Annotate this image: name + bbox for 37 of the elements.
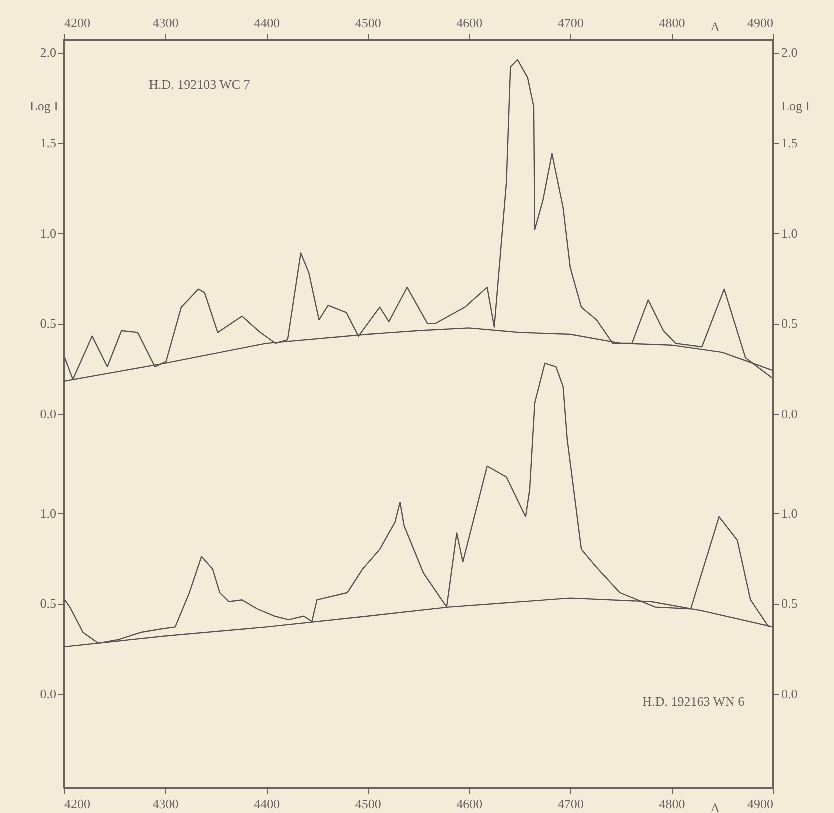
- y-tick-label: 1.0: [40, 226, 56, 241]
- annotation: H.D. 192163 WN 6: [642, 694, 746, 709]
- y-tick-label: 1.5: [40, 135, 56, 150]
- y2-tick-label: 2.0: [782, 45, 798, 60]
- text: 1.0: [782, 506, 798, 521]
- x-tick-label: 4300: [152, 796, 179, 812]
- x2-tick-label: 4500: [355, 16, 382, 30]
- line-series: [64, 59, 773, 380]
- x-tick-label: 4400: [254, 796, 280, 812]
- y2-tick-label: 1.5: [782, 135, 798, 150]
- y2-axis-title: Log I: [782, 98, 810, 114]
- y2-tick-label: 1.0: [782, 226, 798, 241]
- x2-tick-label: 4400: [254, 16, 280, 30]
- y-tick-label: 0.0: [40, 406, 56, 422]
- x2-axis-title: A: [710, 20, 721, 34]
- x2-tick-label: 4800: [659, 16, 686, 30]
- y-axis-title: Log I: [30, 98, 58, 114]
- x-tick-label: 4900: [748, 796, 774, 812]
- text: 0.0: [782, 686, 798, 702]
- x-tick-label: 4700: [558, 796, 584, 812]
- line-series: [64, 362, 770, 644]
- y-tick-label: 0.5: [40, 316, 56, 332]
- text: 0.5: [782, 596, 798, 612]
- y2-tick-label: 0.5: [782, 316, 798, 332]
- y2-tick-label: 0.0: [782, 406, 798, 422]
- x2-tick-label: 4700: [558, 16, 584, 30]
- x2-tick-label: 4900: [748, 16, 774, 30]
- x-tick-label: 4200: [64, 796, 90, 812]
- x2-tick-label: 4200: [64, 16, 90, 30]
- x-axis-title: A: [710, 800, 721, 813]
- y-tick-label: 2.0: [40, 45, 56, 60]
- x-tick-label: 4800: [659, 796, 686, 812]
- x-tick-label: 4500: [355, 796, 382, 812]
- x2-tick-label: 4600: [456, 16, 483, 30]
- x-tick-label: 4600: [456, 796, 483, 812]
- annotation: H.D. 192103 WC 7: [149, 76, 251, 92]
- x2-tick-label: 4300: [152, 16, 179, 30]
